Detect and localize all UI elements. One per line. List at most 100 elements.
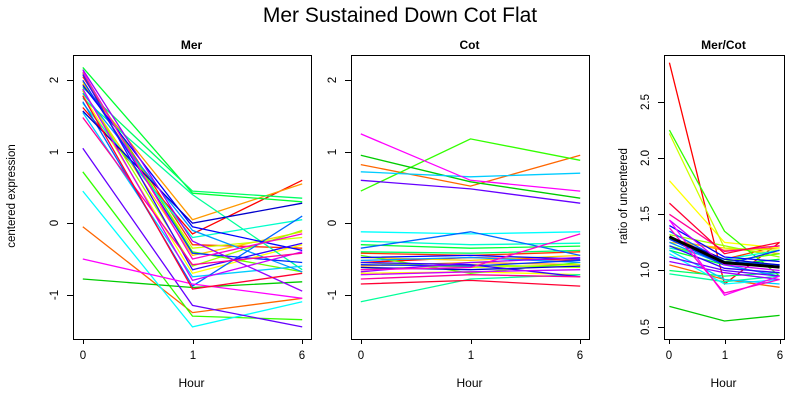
series-line: [82, 171, 303, 321]
series-line: [82, 89, 303, 267]
y-tick-mark: [345, 80, 351, 81]
series-line: [82, 226, 303, 314]
series-line: [82, 102, 303, 239]
series-line: [360, 244, 581, 249]
x-tick-mark: [725, 339, 726, 344]
series-line: [82, 86, 303, 199]
series-line: [360, 261, 581, 278]
y-tick-mark: [67, 152, 73, 153]
series-line: [360, 179, 581, 204]
series-line: [360, 233, 581, 271]
y-tick-label: -1: [49, 289, 61, 301]
plot-area-mer: [73, 55, 312, 340]
series-line: [82, 95, 303, 290]
y-tick-label: 1: [49, 148, 61, 156]
series-line: [668, 202, 780, 255]
series-line: [82, 74, 303, 271]
series-line: [669, 213, 780, 253]
x-axis-label-mer: Hour: [178, 376, 205, 390]
x-tick-mark: [669, 339, 670, 344]
x-tick-mark: [471, 339, 472, 344]
series-line: [360, 259, 581, 267]
y-tick-label: -1: [327, 289, 339, 301]
series-line: [82, 110, 303, 224]
series-line: [82, 94, 303, 275]
y-tick-mark: [67, 80, 73, 81]
series-line: [669, 225, 780, 263]
plot-area-cot: [351, 55, 590, 340]
series-line: [82, 71, 303, 260]
x-tick-label: 0: [665, 350, 673, 362]
series-line: [360, 154, 581, 199]
plot-area-mer-cot: [664, 55, 785, 340]
series-line: [360, 274, 581, 280]
x-tick-label: 1: [721, 350, 729, 362]
series-line: [360, 231, 581, 257]
y-tick-label: 0.5: [640, 319, 652, 335]
cot-lines-svg: [360, 133, 581, 303]
y-tick-label: 1: [327, 148, 339, 156]
y-tick-mark: [345, 295, 351, 296]
y-axis-label-centered-expression: centered expression: [6, 144, 18, 248]
y-tick-mark: [345, 152, 351, 153]
y-tick-label: 2.5: [640, 94, 652, 110]
series-line: [82, 88, 303, 282]
x-tick-mark: [780, 339, 781, 344]
series-line: [82, 190, 303, 328]
series-line: [669, 253, 780, 285]
series-line: [669, 238, 780, 251]
x-tick-label: 6: [298, 350, 306, 362]
series-line: [669, 245, 780, 274]
series-line: [360, 254, 581, 274]
y-tick-label: 0: [49, 219, 61, 227]
series-line: [360, 171, 581, 178]
x-tick-label: 1: [467, 350, 475, 362]
series-line: [668, 235, 780, 269]
series-line: [360, 274, 581, 303]
y-tick-label: 2: [49, 76, 61, 84]
y-tick-label: 0: [327, 219, 339, 227]
series-line: [360, 249, 581, 254]
x-tick-label: 1: [189, 350, 197, 362]
series-line: [82, 97, 303, 271]
y-tick-mark: [658, 158, 664, 159]
y-tick-mark: [345, 223, 351, 224]
panel-title-mer: Mer: [180, 38, 203, 52]
series-line: [82, 258, 303, 299]
x-tick-mark: [302, 339, 303, 344]
series-line: [82, 278, 303, 289]
series-line: [82, 117, 303, 266]
x-tick-label: 6: [776, 350, 784, 362]
series-line: [669, 273, 780, 283]
y-tick-mark: [658, 214, 664, 215]
x-tick-label: 6: [576, 350, 584, 362]
series-line: [669, 260, 780, 281]
y-tick-label: 2: [327, 76, 339, 84]
x-tick-mark: [580, 339, 581, 344]
y-tick-label: 1.0: [640, 262, 652, 278]
y-tick-mark: [67, 295, 73, 296]
series-line: [82, 69, 303, 292]
y-tick-mark: [67, 223, 73, 224]
y-tick-mark: [658, 327, 664, 328]
mer-lines-svg: [82, 66, 303, 328]
plot-main-title: Mer Sustained Down Cot Flat: [262, 4, 538, 27]
x-axis-label-cot: Hour: [456, 376, 483, 390]
x-tick-label: 0: [357, 350, 365, 362]
y-tick-label: 1.5: [640, 206, 652, 222]
mer-cot-lines-svg: [668, 62, 781, 322]
series-line: [360, 269, 581, 276]
x-tick-mark: [193, 339, 194, 344]
series-line: [360, 256, 581, 264]
series-line: [82, 79, 303, 264]
series-line: [360, 254, 581, 260]
y-tick-mark: [658, 102, 664, 103]
x-axis-label-mer-cot: Hour: [710, 376, 737, 390]
series-line: [82, 66, 303, 203]
series-line: [360, 231, 581, 235]
series-line: [360, 133, 581, 192]
panel-title-mer-cot: Mer/Cot: [701, 38, 746, 52]
y-tick-mark: [658, 270, 664, 271]
x-tick-label: 0: [79, 350, 87, 362]
